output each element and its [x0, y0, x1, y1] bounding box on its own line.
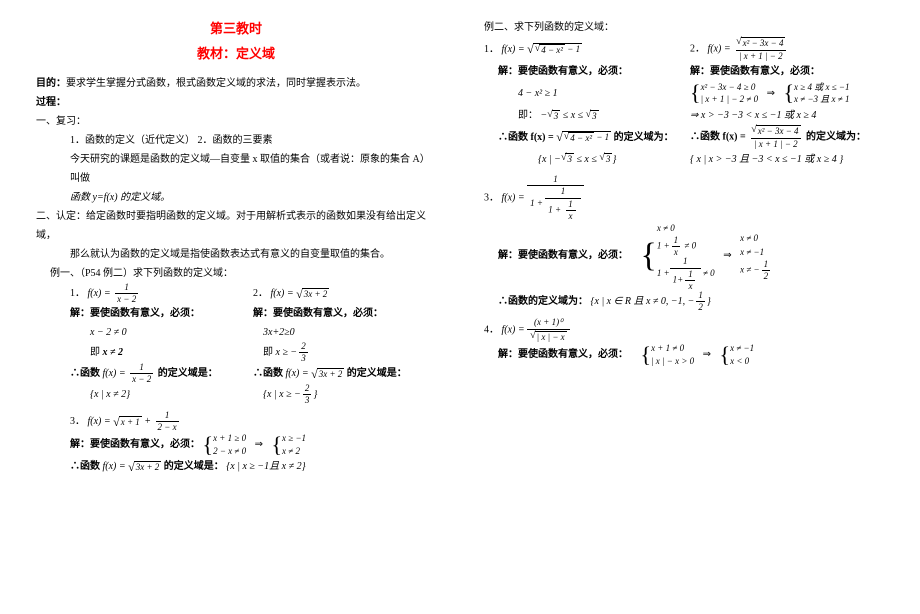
q4: 4． f(x) = (x + 1)⁰ √| x | − x — [484, 318, 896, 343]
p2-cond: 3x+2≥0 — [263, 323, 436, 342]
q2-cond: { x² − 3x − 4 ≥ 0| x + 1 | − 2 ≠ 0 ⇒ { x… — [690, 81, 896, 106]
p3-conc: ∴函数 f(x) = √3x + 2 的定义域是： {x | x ≥ −1且 x… — [36, 457, 436, 476]
q2-conc: ∴函数 f(x) = √x² − 3x − 4 | x + 1 | − 2 的定… — [690, 125, 896, 150]
q3-conc: ∴函数的定义域为： {x | x ∈ R 且 x ≠ 0, −1, −12} — [484, 291, 896, 312]
s2-line2: 那么就认为函数的定义域是指使函数表达式有意义的自变量取值的集合。 — [36, 245, 436, 264]
s1-item3: 函数 y=f(x) 的定义域。 — [36, 188, 436, 207]
example2-head: 例二、求下列函数的定义域： — [484, 18, 896, 37]
q-solve-row: 解：要使函数有意义，必须： 解：要使函数有意义，必须： — [484, 62, 896, 81]
q3-solve-row: 解：要使函数有意义，必须： { x ≠ 0 1 +1x ≠ 0 1 +11+1x… — [484, 221, 896, 290]
solve-row: 解：要使函数有意义，必须： 解：要使函数有意义，必须： — [36, 304, 436, 323]
q1-solve: 解：要使函数有意义，必须： — [484, 62, 690, 81]
p1-set: {x | x ≠ 2} — [90, 385, 263, 404]
ie-row: 即 x ≠ 2 即 x ≥ −23 — [36, 342, 436, 363]
q1-cond: 4 − x² ≥ 1 — [484, 84, 690, 103]
p2-set: {x | x ≥ −23} — [263, 384, 436, 405]
lesson-title: 第三教时 — [36, 18, 436, 37]
p1-frac: 1 x − 2 — [115, 283, 138, 304]
p2-ie: 即 x ≥ −23 — [263, 342, 436, 363]
q2: 2． f(x) = √x² − 3x − 4 | x + 1 | − 2 — [690, 37, 896, 62]
s1-item2: 今天研究的课题是函数的定义域—自变量 x 取值的集合（或者说：原象的集合 A）叫… — [36, 150, 436, 188]
q1-ie: 即： −√3 ≤ x ≤ √3 — [484, 106, 690, 125]
p1-solve: 解：要使函数有意义，必须： — [70, 304, 253, 323]
q-ie-row: 即： −√3 ≤ x ≤ √3 ⇒ x > −3 −3 < x ≤ −1 或 x… — [484, 106, 896, 125]
q1-set: {x | −√3 ≤ x ≤ √3} — [484, 150, 690, 169]
problems-1-2: 1． f(x) = 1 x − 2 2． f(x) = √3x + 2 — [36, 283, 436, 304]
conc-row: ∴函数 f(x) = 1x − 2 的定义域是： ∴函数 f(x) = √3x … — [36, 363, 436, 384]
problem-1: 1． f(x) = 1 x − 2 — [70, 283, 253, 304]
goal-line: 目的：要求学生掌握分式函数，根式函数定义域的求法，同时掌握表示法。 — [36, 74, 436, 93]
p2-fx: f(x) = — [271, 288, 294, 299]
topic-title: 教材：定义域 — [36, 43, 436, 62]
page: 第三教时 教材：定义域 目的：要求学生掌握分式函数，根式函数定义域的求法，同时掌… — [0, 0, 920, 614]
q-conc-row: ∴函数 f(x) = √√4 − x² − 1 的定义域为： ∴函数 f(x) … — [484, 125, 896, 150]
goal-text: 要求学生掌握分式函数，根式函数定义域的求法，同时掌握表示法。 — [66, 78, 366, 89]
q2-set: { x | x > −3 且 −3 < x ≤ −1 或 x ≥ 4 } — [690, 150, 896, 169]
section-2: 二、认定：给定函数时要指明函数的定义域。对于用解析式表示的函数如果没有给出定义域… — [36, 207, 436, 245]
section-1: 一、复习： — [36, 112, 436, 131]
p1-ie: 即 x ≠ 2 — [90, 343, 263, 362]
q4-solve-row: 解：要使函数有意义，必须： { x + 1 ≠ 0| x | − x > 0 ⇒… — [484, 342, 896, 367]
p2-solve: 解：要使函数有意义，必须： — [253, 304, 436, 323]
q3: 3． f(x) = 1 1 + 11 + 1x — [484, 175, 896, 222]
q-cond-row: 4 − x² ≥ 1 { x² − 3x − 4 ≥ 0| x + 1 | − … — [484, 81, 896, 106]
s1-item1: 1．函数的定义（近代定义） 2．函数的三要素 — [36, 131, 436, 150]
problem-3: 3． f(x) = √x + 1 + 12 − x — [36, 411, 436, 432]
q1-conc: ∴函数 f(x) = √√4 − x² − 1 的定义域为： — [484, 128, 690, 147]
p1-label: 1． — [70, 288, 85, 299]
p3-solve-row: 解：要使函数有意义，必须： { x + 1 ≥ 0 2 − x ≠ 0 ⇒ { … — [36, 432, 436, 457]
p2-label: 2． — [253, 288, 268, 299]
right-column: 例二、求下列函数的定义域： 1． f(x) = √√4 − x² − 1 2． … — [460, 0, 920, 614]
q-set-row: {x | −√3 ≤ x ≤ √3} { x | x > −3 且 −3 < x… — [484, 150, 896, 169]
p2-conc: ∴函数 f(x) = √3x + 2 的定义域是： — [253, 364, 436, 383]
p1-conc: ∴函数 f(x) = 1x − 2 的定义域是： — [70, 363, 253, 384]
q2-ie: ⇒ x > −3 −3 < x ≤ −1 或 x ≥ 4 — [690, 106, 896, 125]
set-row: {x | x ≠ 2} {x | x ≥ −23} — [36, 384, 436, 405]
left-column: 第三教时 教材：定义域 目的：要求学生掌握分式函数，根式函数定义域的求法，同时掌… — [0, 0, 460, 614]
goal-label: 目的： — [36, 78, 66, 89]
p1-cond: x − 2 ≠ 0 — [90, 323, 263, 342]
problem-2: 2． f(x) = √3x + 2 — [253, 284, 436, 303]
example1-head: 例一、（P54 例二）求下列函数的定义域： — [36, 264, 436, 283]
q1: 1． f(x) = √√4 − x² − 1 — [484, 40, 690, 59]
p2-sqrt: √3x + 2 — [296, 288, 329, 300]
cond-row: x − 2 ≠ 0 3x+2≥0 — [36, 323, 436, 342]
q2-solve: 解：要使函数有意义，必须： — [690, 62, 896, 81]
process-label: 过程： — [36, 93, 436, 112]
p1-fx: f(x) = — [88, 288, 111, 299]
problems-q1-q2: 1． f(x) = √√4 − x² − 1 2． f(x) = √x² − 3… — [484, 37, 896, 62]
